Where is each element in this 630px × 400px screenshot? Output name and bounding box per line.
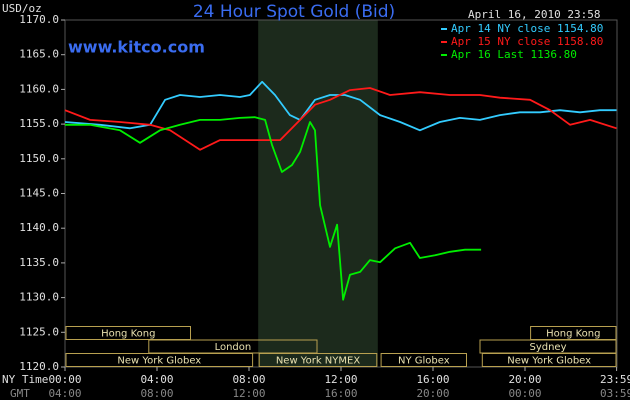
y-tick-label: 1140.0 (19, 221, 59, 234)
session-box (380, 353, 468, 367)
timestamp: April 16, 2010 23:58 (468, 8, 600, 21)
y-tick-label: 1120.0 (19, 360, 59, 373)
session-label: London (215, 342, 252, 353)
series-line (65, 116, 482, 301)
y-tick-label: 1160.0 (19, 82, 59, 95)
x2-axis-label: GMT (10, 387, 30, 400)
session-label: Hong Kong (101, 329, 155, 340)
y-tick-label: 1130.0 (19, 291, 59, 304)
y-tick-label: 1170.0 (19, 13, 59, 26)
session-label: NY Globex (398, 356, 450, 367)
highlight-band (258, 20, 378, 367)
session-label: New York Globex (117, 356, 201, 367)
x2-tick-label: 00:00 (508, 387, 541, 400)
session-label: Hong Kong (546, 329, 600, 340)
session-box (65, 353, 254, 367)
y-tick-label: 1165.0 (19, 48, 59, 61)
x-axis-label: NY Time (2, 373, 48, 386)
x-tick-label: 16:00 (416, 373, 449, 386)
session-label: New York NYMEX (276, 356, 361, 367)
y-tick-label: 1155.0 (19, 117, 59, 130)
y-tick-label: 1125.0 (19, 325, 59, 338)
x-tick-label: 04:00 (140, 373, 173, 386)
session-label: Sydney (529, 342, 566, 353)
legend-label: Apr 16 Last 1136.80 (451, 48, 577, 61)
legend-label: Apr 14 NY close 1154.80 (451, 22, 603, 35)
x2-tick-label: 20:00 (416, 387, 449, 400)
x-tick-label: 08:00 (232, 373, 265, 386)
y-tick-label: 1145.0 (19, 187, 59, 200)
session-box (65, 326, 191, 340)
x2-tick-label: 16:00 (324, 387, 357, 400)
session-box (258, 353, 378, 367)
session-box (481, 353, 617, 367)
x2-tick-label: 03:59 (600, 387, 630, 400)
x2-tick-label: 12:00 (232, 387, 265, 400)
y-tick-label: 1150.0 (19, 152, 59, 165)
legend-label: Apr 15 NY close 1158.80 (451, 35, 603, 48)
x2-tick-label: 08:00 (140, 387, 173, 400)
plot-area: Hong Kong Hong Kong London Sydney New York G… (64, 19, 618, 368)
chart-title: 24 Hour Spot Gold (Bid) (193, 2, 395, 22)
x2-tick-label: 04:00 (48, 387, 81, 400)
source: www.kitco.com (68, 38, 205, 57)
x-tick-label: 12:00 (324, 373, 357, 386)
session-label: New York Globex (507, 356, 591, 367)
x-tick-label: 20:00 (508, 373, 541, 386)
series-line (64, 80, 617, 132)
x-tick-label: 23:59 (600, 373, 630, 386)
y-tick-label: 1135.0 (19, 256, 59, 269)
y-axis-label: USD/oz (2, 2, 42, 15)
series-line (64, 87, 617, 151)
x-tick-label: 00:00 (48, 373, 81, 386)
